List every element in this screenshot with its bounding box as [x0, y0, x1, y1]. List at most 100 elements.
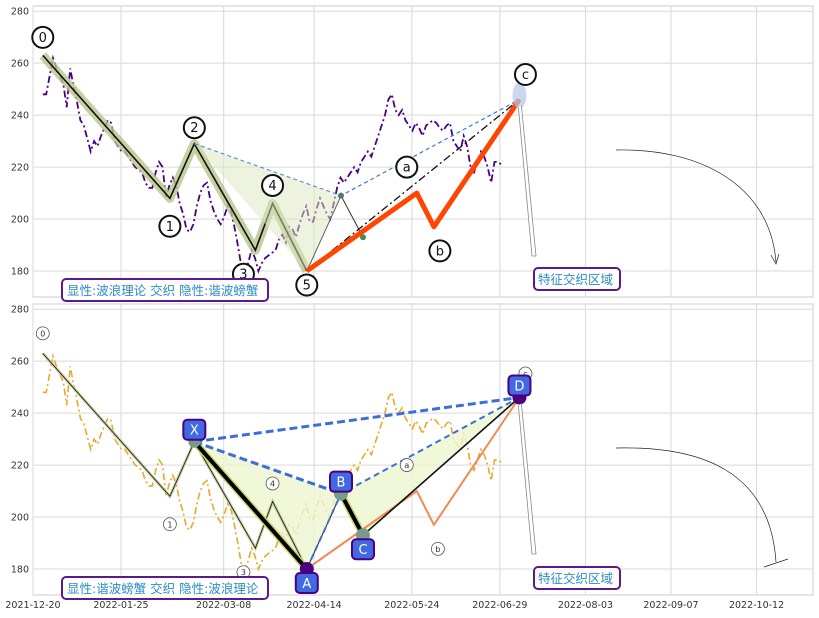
- harmonic-label-C: C: [358, 543, 367, 558]
- top-wave-overlay: [39, 52, 780, 274]
- small-corrective-label-c: c: [523, 370, 527, 379]
- small-wave-label-0: 0: [40, 329, 45, 338]
- y-tick-label: 260: [11, 59, 29, 70]
- top-legend-text: 显性:波浪理论 交织 隐性:谐波螃蟹: [67, 283, 258, 298]
- corrective-label-a: a: [403, 161, 411, 176]
- y-tick-label: 200: [11, 513, 29, 524]
- y-tick-label: 260: [11, 357, 29, 368]
- wave-label-0: 0: [39, 31, 47, 46]
- corrective-wave-line: [305, 98, 522, 274]
- small-wave-circle: [35, 326, 50, 341]
- feature-arrow-bottom: [518, 403, 537, 555]
- top-legend-box: 显性:波浪理论 交织 隐性:谐波螃蟹: [61, 278, 269, 302]
- small-corrective-circle: [399, 458, 414, 472]
- corrective-label-circle: [395, 155, 419, 179]
- small-wave-circle: [265, 476, 280, 491]
- ad-dashdot-line: [306, 99, 520, 272]
- wave-label-1: 1: [166, 220, 174, 235]
- small-wave-label-1: 1: [167, 520, 172, 529]
- feature-arrow: [518, 105, 537, 257]
- hidden-harmonic-bc: [340, 195, 364, 238]
- x-tick-label: 2022-09-07: [643, 600, 698, 611]
- x-tick-label: 2022-03-08: [196, 600, 251, 611]
- corrective-label-circle: [513, 63, 537, 87]
- xab-fill: [194, 441, 341, 569]
- xb-dashed: [193, 440, 342, 496]
- wave-label-5: 5: [303, 279, 311, 294]
- y-tick-label: 220: [11, 163, 29, 174]
- projection-arrowhead: [770, 253, 780, 265]
- small-wave-label-4: 4: [270, 479, 275, 488]
- wave-label-circle: [158, 214, 182, 238]
- harmonic-box: [351, 538, 375, 561]
- harmonic-box: [294, 572, 319, 595]
- small-corrective-label-a: a: [404, 461, 409, 470]
- corrective-label-circle: [428, 239, 452, 263]
- x-tick-label: 2022-10-12: [729, 600, 784, 611]
- top-wave-labels: 0 1 2 3 4 5 a b c: [31, 25, 537, 297]
- top-feature-text: 特征交织区域: [538, 272, 613, 287]
- x-tick-label: 2022-01-25: [93, 600, 148, 611]
- y-tick-label: 240: [11, 409, 29, 420]
- bottom-y-tick-labels: 180 200 220 240 260 280: [11, 305, 29, 576]
- harmonic-label-B: B: [337, 476, 346, 491]
- corrective-label-c: c: [522, 68, 529, 83]
- y-tick-label: 240: [11, 111, 29, 122]
- cd-leg: [362, 396, 520, 536]
- bottom-legend-box: 显性:谐波螃蟹 交织 隐性:波浪理论: [61, 576, 269, 600]
- c-highlight: [512, 82, 527, 109]
- harmonic-label-D: D: [514, 380, 524, 395]
- hidden-b-point: [338, 192, 344, 199]
- projection-arc: [615, 149, 777, 263]
- wave-label-3: 3: [239, 268, 247, 283]
- wave-label-circle: [31, 25, 55, 49]
- x-tick-label: 2021-12-20: [5, 600, 60, 611]
- x-tick-label: 2022-05-24: [384, 600, 439, 611]
- top-feature-box: 特征交织区域: [533, 267, 621, 291]
- y-tick-label: 180: [11, 565, 29, 576]
- top-price-series: [42, 54, 502, 274]
- wave-label-circle: [261, 173, 285, 197]
- small-wave-label-3: 3: [241, 568, 246, 577]
- wave-label-circle: [295, 273, 319, 297]
- y-tick-label: 220: [11, 461, 29, 472]
- x-tick-labels: 2021-12-20 2022-01-25 2022-03-08 2022-04-14…: [5, 600, 784, 611]
- harmonic-box: [182, 418, 207, 441]
- bottom-feature-box: 特征交织区域: [533, 566, 621, 590]
- top-panel: 180 200 220 240 260 280 0 1 2 3 4 5 a b c 显性:波浪理论 交织 …: [11, 5, 814, 302]
- y-tick-label: 180: [11, 267, 29, 278]
- y-tick-label: 280: [11, 305, 29, 316]
- harmonic-leg-0: [192, 440, 309, 571]
- harmonic-leg-1: [339, 492, 365, 537]
- x-tick-label: 2022-06-29: [472, 600, 527, 611]
- purple-price-line: [42, 54, 502, 274]
- bottom-harmonic-overlay: [41, 352, 789, 577]
- small-corrective-circle: [430, 541, 445, 556]
- orange-price-line: [42, 352, 502, 572]
- harmonic-box: [329, 470, 353, 493]
- hidden-harmonic-fill: [194, 143, 341, 271]
- harmonic-box: [507, 374, 532, 397]
- bottom-point-labels: 0 1 3 4 a b c X A B C D: [35, 326, 533, 595]
- bottom-legend-text: 显性:谐波螃蟹 交织 隐性:波浪理论: [67, 581, 259, 596]
- bottom-feature-text: 特征交织区域: [538, 571, 613, 586]
- bcd-fill: [341, 397, 520, 536]
- x-tick-label: 2022-08-03: [558, 600, 613, 611]
- corrective-label-b: b: [436, 244, 444, 259]
- y-tick-label: 280: [11, 7, 29, 18]
- y-tick-label: 200: [11, 215, 29, 226]
- wave-label-4: 4: [268, 179, 276, 194]
- x-tick-label: 2022-04-14: [287, 600, 342, 611]
- wave-label-2: 2: [190, 121, 198, 136]
- bottom-panel: 180 200 220 240 260 280 0 1 3 4 a b c X A B C D 显性:谐波螃蟹 …: [11, 303, 814, 600]
- small-corrective-label-b: b: [435, 545, 440, 554]
- bottom-price-series: [42, 352, 502, 572]
- hidden-wave-line: [42, 353, 308, 570]
- harmonic-label-X: X: [190, 424, 199, 439]
- projection-arc-bottom: [615, 447, 777, 563]
- top-y-tick-labels: 180 200 220 240 260 280: [11, 7, 29, 278]
- hidden-c-point: [360, 234, 366, 241]
- small-wave-circle: [162, 517, 177, 532]
